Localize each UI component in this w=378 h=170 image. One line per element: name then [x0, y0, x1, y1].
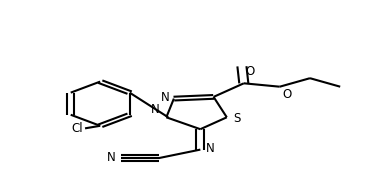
Text: N: N	[206, 142, 215, 155]
Text: N: N	[151, 103, 160, 116]
Text: N: N	[161, 91, 169, 104]
Text: O: O	[283, 88, 292, 101]
Text: S: S	[234, 112, 241, 125]
Text: Cl: Cl	[71, 122, 83, 135]
Text: N: N	[107, 151, 115, 164]
Text: O: O	[245, 65, 254, 78]
